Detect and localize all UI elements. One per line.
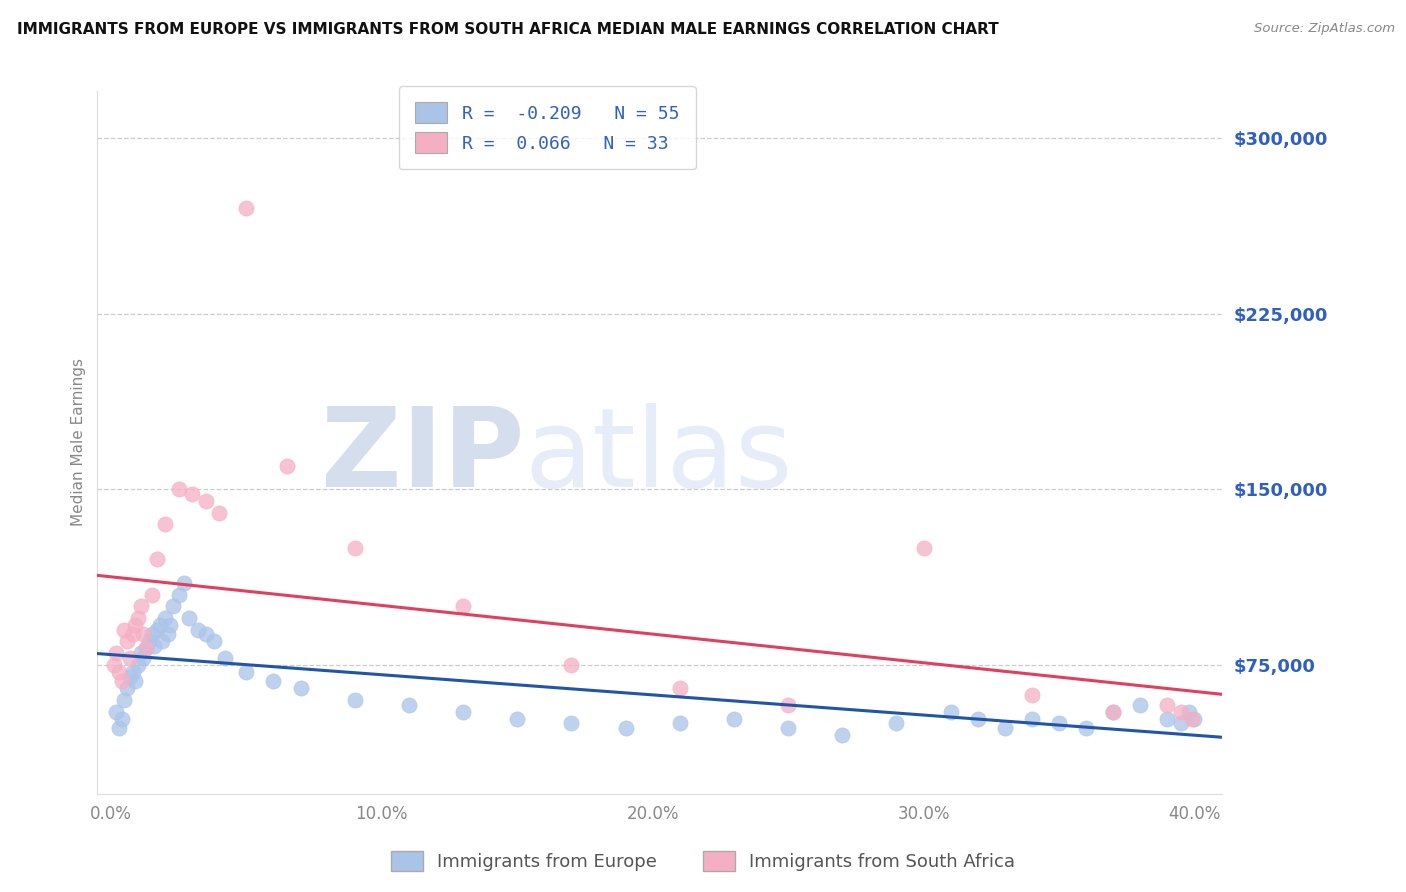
Point — [153, 611, 176, 625]
Point — [159, 618, 181, 632]
Point — [276, 458, 298, 473]
Point — [262, 674, 284, 689]
Point — [127, 657, 149, 672]
Point — [831, 728, 853, 742]
Point — [132, 650, 155, 665]
Point — [114, 623, 136, 637]
Point — [208, 506, 231, 520]
Point — [167, 482, 190, 496]
Point — [153, 517, 176, 532]
Point — [1178, 705, 1201, 719]
Point — [124, 618, 146, 632]
Point — [235, 201, 257, 215]
Point — [1074, 721, 1097, 735]
Point — [181, 487, 204, 501]
Point — [146, 552, 169, 566]
Point — [149, 618, 172, 632]
Point — [939, 705, 962, 719]
Legend: Immigrants from Europe, Immigrants from South Africa: Immigrants from Europe, Immigrants from … — [384, 844, 1022, 879]
Point — [1021, 688, 1043, 702]
Point — [121, 627, 143, 641]
Point — [156, 627, 179, 641]
Point — [194, 494, 217, 508]
Point — [146, 623, 169, 637]
Point — [1170, 705, 1192, 719]
Point — [108, 665, 131, 679]
Point — [614, 721, 637, 735]
Y-axis label: Median Male Earnings: Median Male Earnings — [72, 359, 86, 526]
Point — [343, 693, 366, 707]
Point — [235, 665, 257, 679]
Point — [108, 721, 131, 735]
Point — [1184, 712, 1206, 726]
Point — [1047, 716, 1070, 731]
Point — [103, 657, 125, 672]
Point — [912, 541, 935, 555]
Point — [115, 634, 138, 648]
Point — [111, 712, 134, 726]
Point — [124, 674, 146, 689]
Point — [118, 650, 141, 665]
Point — [886, 716, 908, 731]
Point — [966, 712, 988, 726]
Point — [135, 641, 157, 656]
Point — [668, 716, 690, 731]
Text: ZIP: ZIP — [321, 403, 524, 510]
Point — [132, 627, 155, 641]
Point — [194, 627, 217, 641]
Point — [115, 681, 138, 696]
Point — [143, 639, 166, 653]
Point — [1181, 712, 1204, 726]
Legend: R =  -0.209   N = 55, R =  0.066   N = 33: R = -0.209 N = 55, R = 0.066 N = 33 — [398, 86, 696, 169]
Point — [1156, 712, 1178, 726]
Point — [506, 712, 529, 726]
Text: atlas: atlas — [524, 403, 793, 510]
Point — [105, 646, 128, 660]
Point — [560, 716, 582, 731]
Point — [162, 599, 184, 614]
Point — [111, 674, 134, 689]
Point — [129, 646, 152, 660]
Point — [141, 627, 163, 641]
Point — [723, 712, 745, 726]
Point — [1129, 698, 1152, 712]
Point — [150, 634, 173, 648]
Point — [451, 599, 474, 614]
Point — [118, 669, 141, 683]
Point — [105, 705, 128, 719]
Point — [1156, 698, 1178, 712]
Point — [778, 698, 800, 712]
Point — [778, 721, 800, 735]
Point — [214, 650, 236, 665]
Point — [167, 588, 190, 602]
Point — [138, 634, 160, 648]
Point — [290, 681, 312, 696]
Point — [451, 705, 474, 719]
Point — [141, 588, 163, 602]
Point — [135, 641, 157, 656]
Text: IMMIGRANTS FROM EUROPE VS IMMIGRANTS FROM SOUTH AFRICA MEDIAN MALE EARNINGS CORR: IMMIGRANTS FROM EUROPE VS IMMIGRANTS FRO… — [17, 22, 998, 37]
Point — [202, 634, 225, 648]
Point — [121, 665, 143, 679]
Point — [114, 693, 136, 707]
Text: Source: ZipAtlas.com: Source: ZipAtlas.com — [1254, 22, 1395, 36]
Point — [994, 721, 1017, 735]
Point — [398, 698, 420, 712]
Point — [173, 575, 195, 590]
Point — [1102, 705, 1125, 719]
Point — [343, 541, 366, 555]
Point — [560, 657, 582, 672]
Point — [1102, 705, 1125, 719]
Point — [129, 599, 152, 614]
Point — [1170, 716, 1192, 731]
Point — [668, 681, 690, 696]
Point — [187, 623, 209, 637]
Point — [1021, 712, 1043, 726]
Point — [179, 611, 201, 625]
Point — [127, 611, 149, 625]
